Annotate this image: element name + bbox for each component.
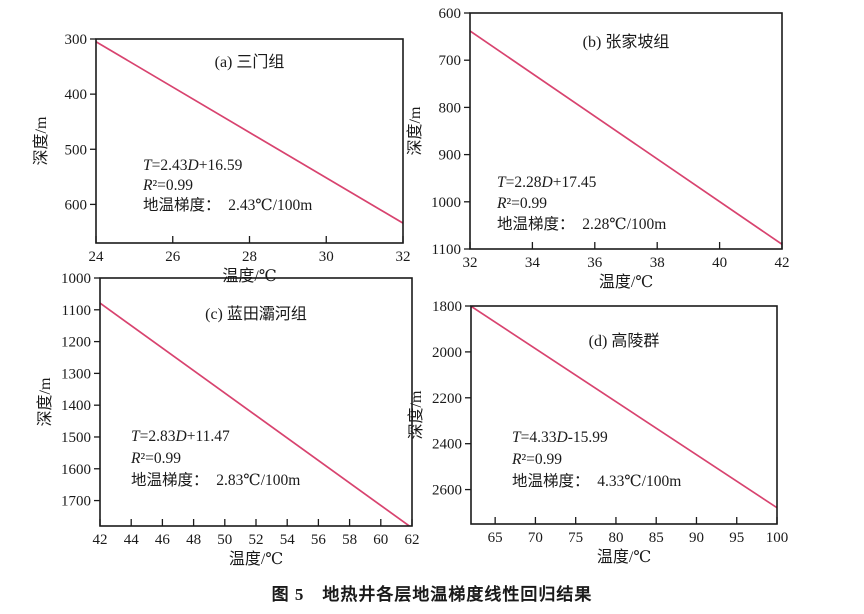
panel-title: (b) 张家坡组	[583, 33, 670, 51]
x-axis-label: 温度/℃	[229, 550, 283, 568]
x-tick-label: 54	[280, 532, 296, 548]
y-tick-label: 400	[65, 87, 88, 103]
x-tick-label: 34	[525, 255, 541, 271]
y-axis-label: 深度/m	[32, 116, 50, 165]
gradient-text: 地温梯度： 4.33℃/100m	[512, 472, 681, 490]
x-tick-label: 56	[311, 532, 327, 548]
x-tick-label: 42	[93, 532, 108, 548]
y-tick-label: 500	[65, 142, 88, 158]
equation-text: T=2.43D+16.59	[143, 157, 243, 174]
y-tick-label: 2200	[432, 391, 462, 407]
y-tick-label: 800	[439, 100, 462, 116]
x-tick-label: 90	[689, 530, 704, 546]
y-tick-label: 600	[439, 6, 462, 22]
x-tick-label: 52	[249, 532, 264, 548]
gradient-text: 地温梯度： 2.43℃/100m	[143, 196, 312, 214]
panel-title: (d) 高陵群	[589, 332, 660, 350]
x-tick-label: 48	[186, 532, 201, 548]
y-tick-label: 1400	[61, 398, 91, 414]
x-tick-label: 75	[568, 530, 583, 546]
regression-line	[471, 306, 777, 509]
y-tick-label: 1100	[62, 303, 91, 319]
r-squared-text: R²=0.99	[511, 451, 562, 468]
y-tick-label: 2600	[432, 483, 462, 499]
figure-caption: 图 5 地热井各层地温梯度线性回归结果	[271, 585, 593, 604]
y-tick-label: 1800	[432, 299, 462, 315]
y-tick-label: 2000	[432, 345, 462, 361]
x-tick-label: 42	[775, 255, 790, 271]
y-tick-label: 1200	[61, 335, 91, 351]
axis-frame	[470, 305, 778, 525]
x-tick-label: 44	[124, 532, 140, 548]
y-tick-label: 1000	[431, 195, 461, 211]
regression-line	[470, 30, 782, 245]
r-squared-text: R²=0.99	[130, 450, 181, 467]
x-tick-label: 30	[319, 249, 334, 265]
r-squared-text: R²=0.99	[496, 195, 547, 212]
x-tick-label: 85	[649, 530, 664, 546]
panel-title: (a) 三门组	[215, 53, 285, 71]
x-tick-label: 58	[342, 532, 357, 548]
x-tick-label: 28	[242, 249, 257, 265]
x-tick-label: 36	[587, 255, 603, 271]
y-axis-label: 深度/m	[407, 390, 425, 439]
y-axis-label: 深度/m	[36, 377, 54, 426]
gradient-text: 地温梯度： 2.28℃/100m	[497, 215, 666, 233]
x-tick-label: 95	[729, 530, 744, 546]
y-axis-label: 深度/m	[406, 106, 424, 155]
equation-text: T=2.83D+11.47	[131, 428, 230, 445]
x-tick-label: 65	[488, 530, 503, 546]
x-tick-label: 26	[165, 249, 181, 265]
panel-b: 32 34 36 38 40 42 600 700 800 900 1000 1100 温度/℃ 深度/m…	[406, 6, 790, 291]
x-tick-label: 60	[373, 532, 388, 548]
y-tick-label: 1600	[61, 462, 91, 478]
y-tick-label: 700	[439, 53, 462, 69]
y-tick-label: 1700	[61, 494, 91, 510]
panel-title: (c) 蓝田灞河组	[205, 305, 307, 323]
y-tick-label: 1500	[61, 430, 91, 446]
x-tick-label: 32	[396, 249, 411, 265]
x-tick-label: 62	[405, 532, 420, 548]
y-tick-label: 1300	[61, 366, 91, 382]
regression-line	[96, 41, 403, 224]
equation-text: T=2.28D+17.45	[497, 174, 597, 191]
x-axis-label: 温度/℃	[599, 273, 653, 291]
regression-line	[100, 302, 411, 526]
y-tick-label: 600	[65, 197, 88, 213]
x-axis-label: 温度/℃	[597, 548, 651, 566]
panel-a: 24 26 28 30 32 300 400 500 600 温度/℃ 深度/m (a) 三门组 T=2…	[32, 32, 411, 285]
gradient-text: 地温梯度： 2.83℃/100m	[131, 471, 300, 489]
y-tick-label: 2400	[432, 437, 462, 453]
x-tick-label: 100	[766, 530, 789, 546]
y-tick-label: 1000	[61, 271, 91, 287]
x-tick-label: 32	[463, 255, 478, 271]
panel-d: 65 70 75 80 85 90 95 100 1800 2000 2200 2400 2600 温度/…	[407, 299, 789, 566]
x-tick-label: 80	[608, 530, 623, 546]
axis-frame	[469, 12, 783, 250]
x-tick-label: 24	[89, 249, 105, 265]
y-tick-label: 300	[65, 32, 88, 48]
panel-c: 42 44 46 48 50 52 54 56 58 60 62 1000 1100 1200 1300 14…	[36, 271, 420, 568]
x-tick-label: 38	[650, 255, 665, 271]
equation-text: T=4.33D-15.99	[512, 429, 608, 446]
y-tick-label: 900	[439, 148, 462, 164]
x-tick-label: 70	[528, 530, 543, 546]
x-tick-label: 50	[217, 532, 232, 548]
x-tick-label: 46	[155, 532, 171, 548]
x-axis-label: 温度/℃	[222, 267, 276, 285]
x-tick-label: 40	[712, 255, 727, 271]
r-squared-text: R²=0.99	[142, 177, 193, 194]
y-tick-label: 1100	[432, 242, 461, 258]
